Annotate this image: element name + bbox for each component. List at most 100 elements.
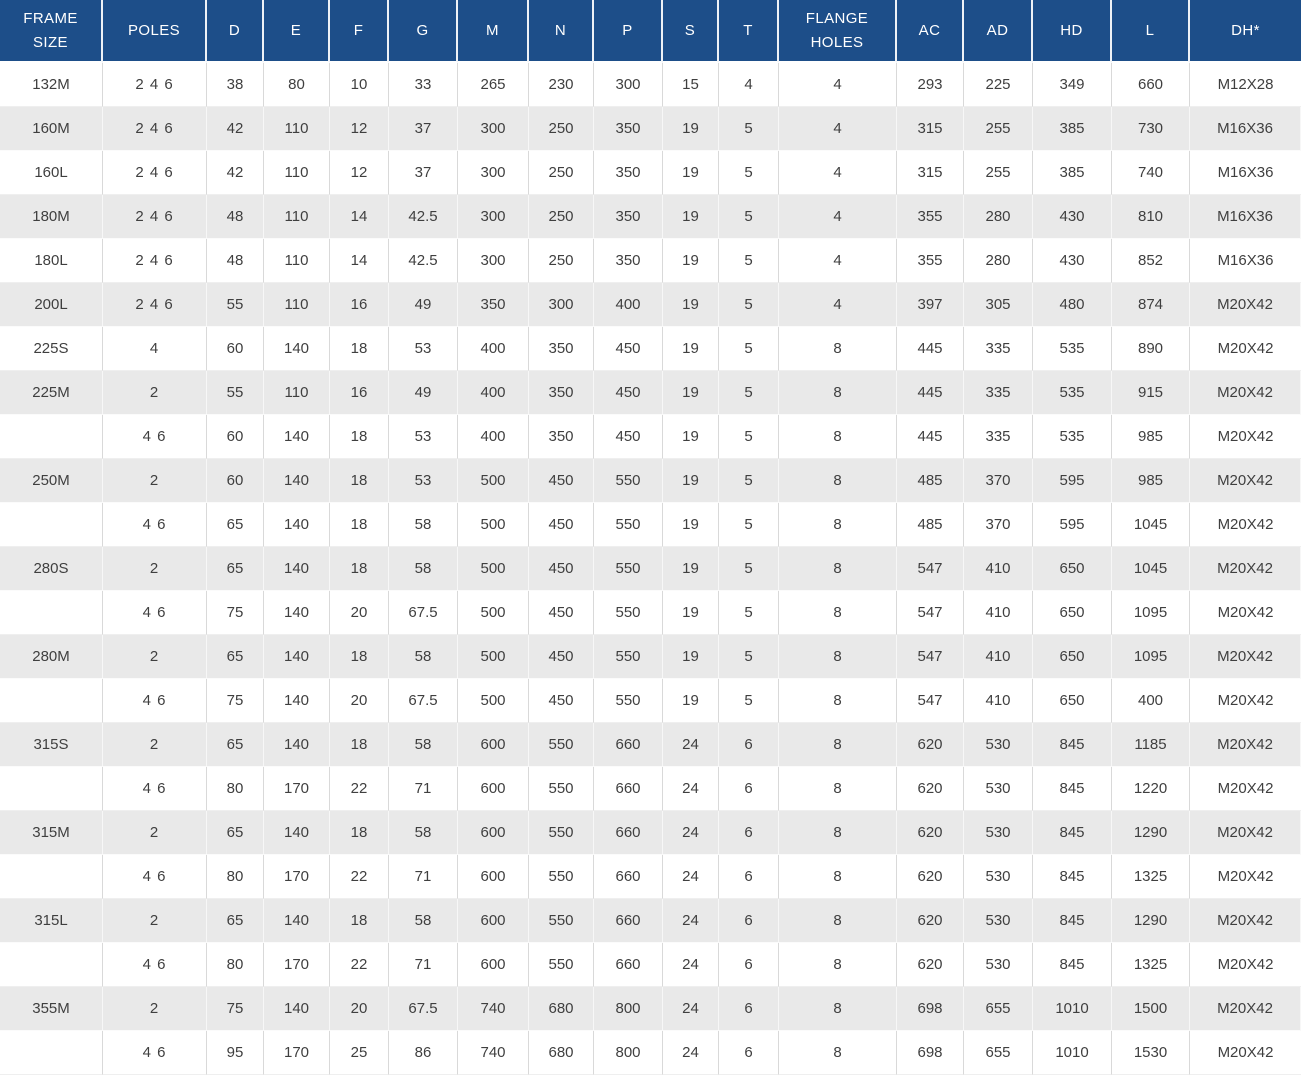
table-cell-t: 5 xyxy=(719,591,779,635)
table-row: 132M 2 4 6 38 80 10 33 265 230 300 15 4 4 293 225 349 6… xyxy=(0,63,1301,107)
table-row: 4 6 75 140 20 67.5 500 450 550 19 5 8 547 410 650 1095… xyxy=(0,591,1301,635)
column-header-s: S xyxy=(663,0,719,63)
table-cell-poles: 4 6 xyxy=(103,855,207,899)
table-cell-ac: 445 xyxy=(897,327,964,371)
table-cell-s: 15 xyxy=(663,63,719,107)
table-cell-ac: 445 xyxy=(897,415,964,459)
frame-size-cell xyxy=(0,1031,103,1075)
table-cell-d: 60 xyxy=(207,459,264,503)
table-cell-hd: 430 xyxy=(1033,195,1112,239)
table-cell-hd: 650 xyxy=(1033,679,1112,723)
table-cell-p: 350 xyxy=(594,151,663,195)
table-cell-hd: 535 xyxy=(1033,371,1112,415)
table-cell-m: 300 xyxy=(458,239,529,283)
table-cell-d: 65 xyxy=(207,547,264,591)
table-cell-poles: 2 xyxy=(103,635,207,679)
table-row: 225M 2 55 110 16 49 400 350 450 19 5 8 445 335 535 915 M… xyxy=(0,371,1301,415)
table-row: 4 6 65 140 18 58 500 450 550 19 5 8 485 370 595 1045 M2… xyxy=(0,503,1301,547)
table-cell-dh: M20X42 xyxy=(1190,591,1301,635)
table-cell-g: 58 xyxy=(389,899,458,943)
column-header-t: T xyxy=(719,0,779,63)
table-cell-f: 20 xyxy=(330,591,389,635)
table-cell-p: 660 xyxy=(594,723,663,767)
table-cell-poles: 4 6 xyxy=(103,767,207,811)
table-cell-m: 600 xyxy=(458,943,529,987)
table-cell-n: 230 xyxy=(529,63,594,107)
table-cell-l: 740 xyxy=(1112,151,1190,195)
table-cell-t: 6 xyxy=(719,987,779,1031)
table-cell-hd: 535 xyxy=(1033,327,1112,371)
frame-size-cell: 280S xyxy=(0,547,103,591)
table-cell-n: 350 xyxy=(529,327,594,371)
table-cell-dh: M20X42 xyxy=(1190,635,1301,679)
table-cell-f: 18 xyxy=(330,811,389,855)
table-cell-s: 24 xyxy=(663,1031,719,1075)
table-cell-t: 6 xyxy=(719,899,779,943)
table-cell-n: 300 xyxy=(529,283,594,327)
table-cell-ac: 315 xyxy=(897,151,964,195)
table-cell-e: 140 xyxy=(264,635,330,679)
table-cell-m: 500 xyxy=(458,679,529,723)
frame-size-cell: 225S xyxy=(0,327,103,371)
table-cell-e: 170 xyxy=(264,943,330,987)
table-cell-t: 5 xyxy=(719,195,779,239)
table-cell-ad: 655 xyxy=(964,1031,1033,1075)
table-cell-l: 1095 xyxy=(1112,591,1190,635)
table-cell-dh: M20X42 xyxy=(1190,987,1301,1031)
table-row: 180M 2 4 6 48 110 14 42.5 300 250 350 19 5 4 355 280 4… xyxy=(0,195,1301,239)
table-cell-e: 140 xyxy=(264,415,330,459)
table-cell-ad: 530 xyxy=(964,811,1033,855)
table-cell-e: 140 xyxy=(264,679,330,723)
table-cell-ac: 355 xyxy=(897,239,964,283)
table-cell-flange-holes: 8 xyxy=(779,415,897,459)
table-cell-f: 18 xyxy=(330,415,389,459)
column-header-flange-holes: FLANGE HOLES xyxy=(779,0,897,63)
column-header-f: F xyxy=(330,0,389,63)
table-cell-ac: 547 xyxy=(897,591,964,635)
table-cell-ad: 410 xyxy=(964,547,1033,591)
table-cell-hd: 650 xyxy=(1033,591,1112,635)
table-cell-s: 19 xyxy=(663,371,719,415)
table-cell-l: 874 xyxy=(1112,283,1190,327)
table-cell-e: 110 xyxy=(264,283,330,327)
table-cell-e: 140 xyxy=(264,811,330,855)
table-cell-n: 450 xyxy=(529,503,594,547)
table-row: 280M 2 65 140 18 58 500 450 550 19 5 8 547 410 650 1095… xyxy=(0,635,1301,679)
frame-size-cell: 225M xyxy=(0,371,103,415)
table-cell-poles: 4 6 xyxy=(103,943,207,987)
table-cell-m: 500 xyxy=(458,635,529,679)
table-cell-f: 14 xyxy=(330,239,389,283)
table-cell-hd: 595 xyxy=(1033,503,1112,547)
table-cell-g: 42.5 xyxy=(389,195,458,239)
table-cell-e: 140 xyxy=(264,503,330,547)
table-cell-poles: 2 xyxy=(103,987,207,1031)
table-cell-m: 400 xyxy=(458,415,529,459)
table-cell-s: 19 xyxy=(663,679,719,723)
table-cell-g: 58 xyxy=(389,503,458,547)
table-cell-ad: 255 xyxy=(964,107,1033,151)
frame-size-cell: 160L xyxy=(0,151,103,195)
table-cell-flange-holes: 8 xyxy=(779,987,897,1031)
table-cell-p: 660 xyxy=(594,943,663,987)
column-header-l: L xyxy=(1112,0,1190,63)
table-cell-l: 660 xyxy=(1112,63,1190,107)
table-cell-t: 5 xyxy=(719,371,779,415)
table-cell-s: 24 xyxy=(663,855,719,899)
table-cell-g: 42.5 xyxy=(389,239,458,283)
table-cell-dh: M20X42 xyxy=(1190,811,1301,855)
table-cell-n: 350 xyxy=(529,371,594,415)
table-cell-p: 660 xyxy=(594,767,663,811)
table-cell-ad: 305 xyxy=(964,283,1033,327)
table-cell-p: 660 xyxy=(594,811,663,855)
table-cell-poles: 2 xyxy=(103,723,207,767)
table-cell-t: 6 xyxy=(719,767,779,811)
table-row: 225S 4 60 140 18 53 400 350 450 19 5 8 445 335 535 890 M… xyxy=(0,327,1301,371)
table-cell-t: 6 xyxy=(719,1031,779,1075)
table-cell-flange-holes: 8 xyxy=(779,1031,897,1075)
table-cell-s: 19 xyxy=(663,459,719,503)
frame-size-cell: 355M xyxy=(0,987,103,1031)
table-cell-poles: 2 xyxy=(103,459,207,503)
table-cell-p: 550 xyxy=(594,503,663,547)
table-row: 4 6 75 140 20 67.5 500 450 550 19 5 8 547 410 650 400 M… xyxy=(0,679,1301,723)
